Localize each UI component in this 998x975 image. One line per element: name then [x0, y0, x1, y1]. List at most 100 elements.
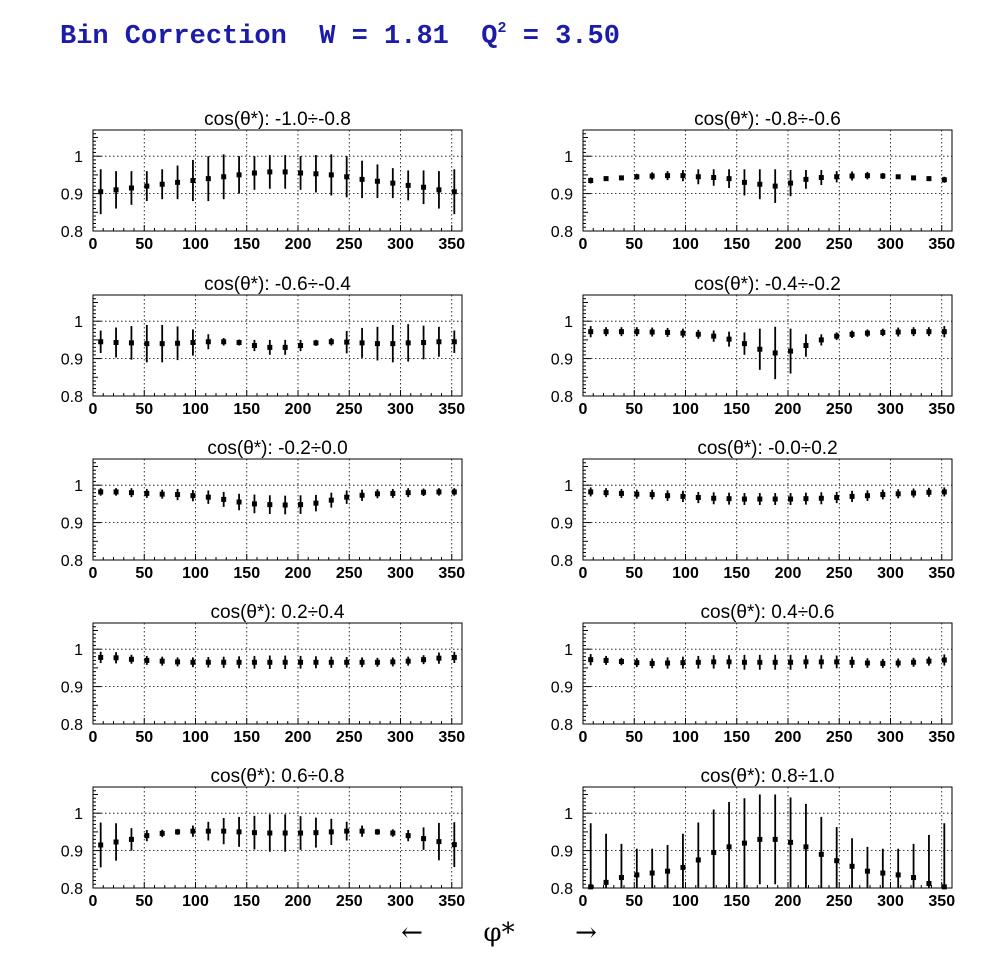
x-tick-label: 300	[877, 401, 904, 418]
point-marker	[282, 659, 288, 665]
point-marker	[298, 343, 304, 348]
data-point	[649, 327, 655, 337]
data-point	[726, 169, 732, 188]
point-marker	[680, 173, 686, 179]
x-tick-label: 250	[826, 236, 853, 253]
data-point	[328, 154, 334, 196]
data-point	[603, 655, 609, 665]
point-marker	[788, 180, 794, 186]
data-point	[359, 160, 365, 199]
plot-frame	[582, 294, 953, 397]
panel-title: cos(θ*): -0.4÷-0.2	[694, 274, 841, 295]
point-marker	[603, 176, 609, 182]
x-tick-label: 50	[135, 729, 153, 746]
x-tick-label: 0	[579, 729, 588, 746]
point-marker	[911, 659, 917, 665]
data-point	[313, 339, 319, 346]
point-marker	[113, 489, 119, 495]
point-marker	[757, 181, 763, 187]
data-point	[911, 488, 917, 498]
point-marker	[190, 178, 196, 183]
x-tick-label: 200	[775, 565, 802, 582]
x-tick-label: 350	[438, 893, 465, 910]
point-marker	[159, 181, 165, 187]
x-tick-label: 0	[89, 401, 98, 418]
data-point	[405, 830, 411, 842]
plot-panel: cos(θ*): 0.8÷1.0 0 50 100 150 200 250 300 350 0.8…	[551, 766, 955, 910]
point-marker	[695, 174, 701, 180]
point-marker	[98, 189, 104, 195]
point-marker	[895, 872, 901, 878]
point-marker	[159, 830, 165, 836]
point-marker	[436, 339, 442, 345]
data-point	[313, 494, 319, 512]
data-point	[588, 487, 594, 497]
point-marker	[895, 174, 901, 180]
x-tick-label: 250	[336, 236, 363, 253]
point-marker	[421, 657, 427, 663]
point-marker	[741, 341, 747, 347]
point-marker	[344, 494, 350, 500]
point-marker	[236, 499, 242, 505]
point-marker	[405, 182, 411, 188]
data-point	[665, 490, 671, 501]
data-point	[803, 655, 809, 669]
point-marker	[328, 659, 334, 665]
data-point	[251, 156, 257, 190]
data-point	[757, 328, 763, 370]
x-tick-label: 300	[387, 401, 414, 418]
data-point	[374, 326, 380, 361]
data-point	[251, 494, 257, 514]
point-marker	[267, 502, 273, 508]
point-marker	[665, 868, 671, 874]
data-point	[344, 657, 350, 668]
data-point	[772, 169, 778, 203]
point-marker	[175, 829, 181, 835]
point-marker	[926, 658, 932, 664]
data-point	[98, 169, 104, 215]
data-point	[359, 327, 365, 358]
point-marker	[741, 496, 747, 502]
data-point	[757, 794, 763, 885]
point-marker	[695, 857, 701, 863]
x-tick-label: 50	[625, 565, 643, 582]
y-tick-label: 0.8	[551, 553, 573, 570]
data-point	[834, 655, 840, 669]
point-marker	[159, 341, 165, 347]
x-tick-label: 350	[438, 565, 465, 582]
x-tick-label: 200	[775, 729, 802, 746]
data-point	[895, 658, 901, 668]
data-point	[451, 169, 457, 215]
point-marker	[451, 489, 457, 495]
point-marker	[634, 872, 640, 878]
data-point	[159, 324, 165, 363]
data-point	[190, 825, 196, 837]
point-marker	[374, 178, 380, 184]
data-point	[588, 823, 594, 890]
point-marker	[221, 174, 227, 180]
data-point	[941, 487, 947, 497]
data-point	[175, 488, 181, 501]
data-point	[772, 654, 778, 670]
x-tick-label: 150	[233, 893, 260, 910]
data-point	[205, 821, 211, 841]
point-marker	[926, 329, 932, 335]
x-tick-label: 350	[928, 401, 955, 418]
data-point	[113, 171, 119, 209]
point-marker	[328, 497, 334, 503]
data-point	[236, 656, 242, 669]
data-point	[895, 489, 901, 499]
panel-title: cos(θ*): -0.2÷0.0	[207, 438, 347, 459]
data-point	[634, 327, 640, 337]
data-point	[436, 488, 442, 496]
data-point	[98, 651, 104, 664]
point-marker	[911, 875, 917, 881]
data-point	[313, 656, 319, 669]
x-tick-label: 100	[182, 893, 209, 910]
point-marker	[267, 344, 273, 350]
point-marker	[113, 340, 119, 346]
data-point	[880, 328, 886, 337]
data-point	[711, 492, 717, 505]
x-tick-label: 250	[336, 401, 363, 418]
data-point	[803, 334, 809, 357]
